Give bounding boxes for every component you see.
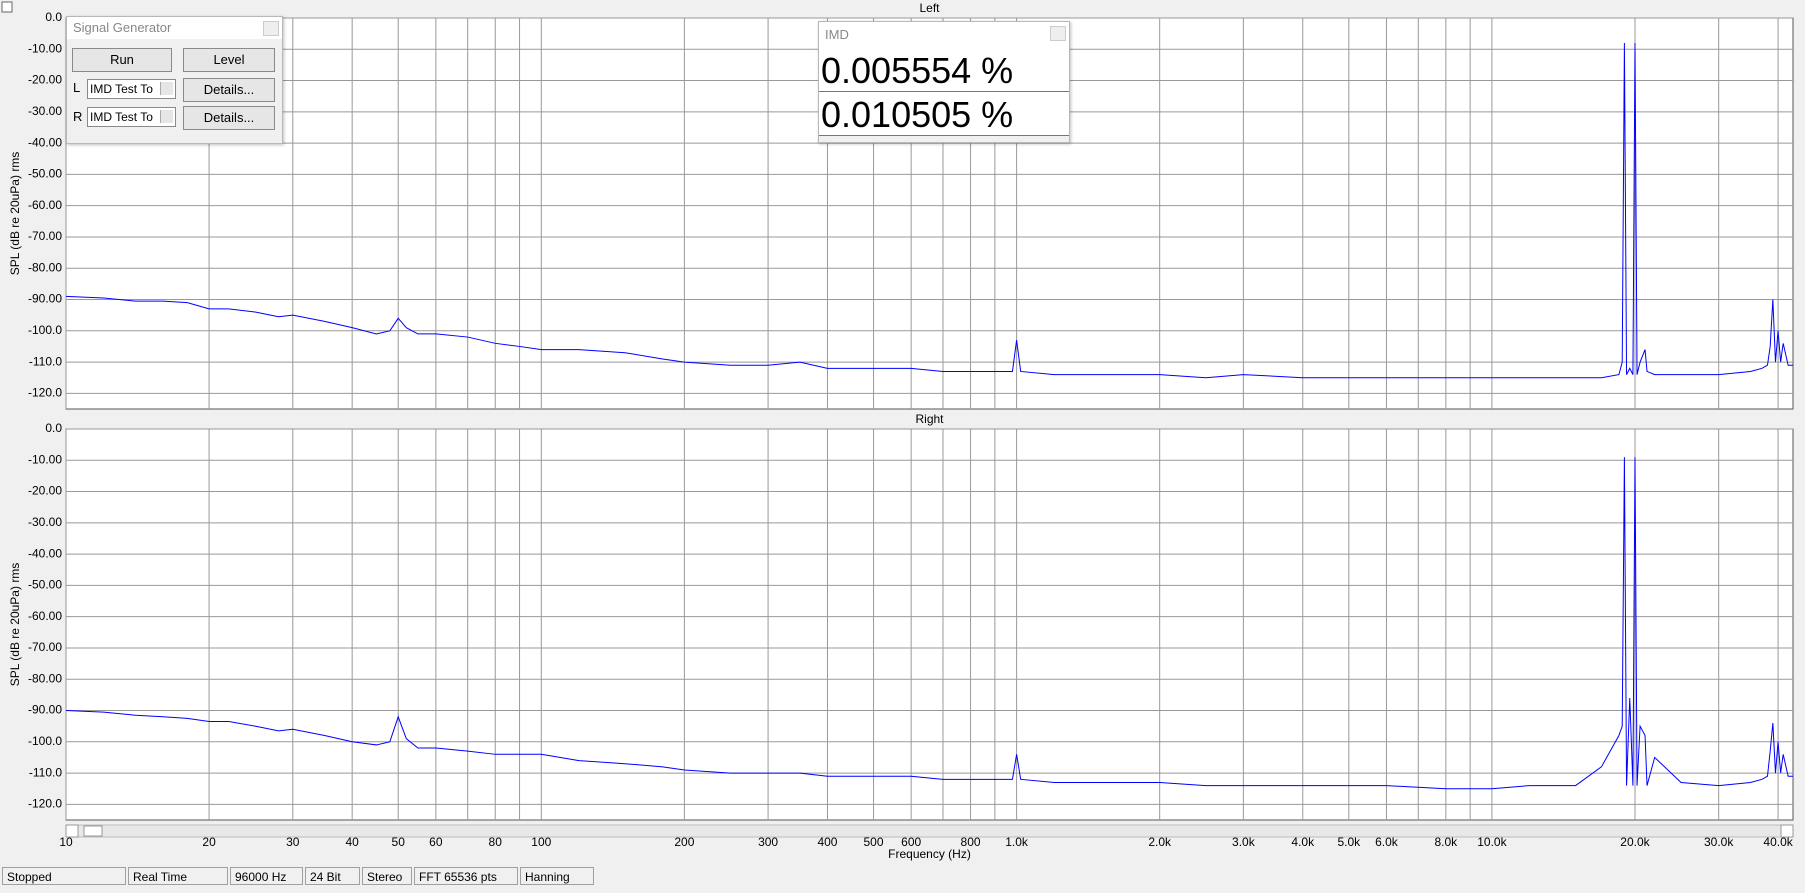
y-axis-label: SPL (dB re 20uPa) rms xyxy=(8,563,22,687)
y-tick-label: -10.00 xyxy=(28,452,62,466)
x-tick-label: 30.0k xyxy=(1704,835,1734,849)
x-tick-label: 40.0k xyxy=(1763,835,1793,849)
y-tick-label: -90.00 xyxy=(28,292,62,306)
details-button[interactable]: Details... xyxy=(183,106,275,130)
y-tick-label: -80.00 xyxy=(28,260,62,274)
x-tick-label: 10.0k xyxy=(1477,835,1507,849)
spectrum-line xyxy=(65,43,1793,379)
scroll-thumb[interactable] xyxy=(83,825,103,837)
y-tick-label: -110.0 xyxy=(29,354,62,368)
x-tick-label: 100 xyxy=(531,835,551,849)
chart-title: Right xyxy=(915,412,944,426)
x-tick-label: 5.0k xyxy=(1337,835,1361,849)
x-tick-label: 60 xyxy=(429,835,443,849)
x-tick-label: 500 xyxy=(864,835,884,849)
x-tick-label: 3.0k xyxy=(1232,835,1256,849)
status-field: 24 Bit xyxy=(305,867,360,885)
y-tick-label: -40.00 xyxy=(28,135,62,149)
window-icon[interactable] xyxy=(1,1,13,13)
plot-area xyxy=(65,428,1794,821)
status-field: FFT 65536 pts xyxy=(414,867,518,885)
y-tick-label: -60.00 xyxy=(28,609,62,623)
x-tick-label: 600 xyxy=(901,835,921,849)
x-tick-label: 400 xyxy=(817,835,837,849)
channel-label: L xyxy=(73,80,81,95)
x-tick-label: 30 xyxy=(286,835,300,849)
y-tick-label: 0.0 xyxy=(45,421,62,435)
x-tick-label: 6.0k xyxy=(1375,835,1399,849)
x-tick-label: 8.0k xyxy=(1435,835,1459,849)
panel-title-text: Signal Generator xyxy=(73,20,172,35)
y-tick-label: -40.00 xyxy=(28,546,62,560)
x-tick-label: 1.0k xyxy=(1005,835,1029,849)
status-field: Stopped xyxy=(2,867,126,885)
x-tick-label: 40 xyxy=(345,835,359,849)
status-field: Stereo xyxy=(362,867,412,885)
scrollbar[interactable] xyxy=(65,824,1794,838)
status-field: Hanning xyxy=(520,867,594,885)
status-field: Real Time xyxy=(128,867,228,885)
scroll-right[interactable] xyxy=(1780,824,1794,838)
x-tick-label: 800 xyxy=(961,835,981,849)
y-tick-label: -80.00 xyxy=(28,671,62,685)
y-tick-label: 0.0 xyxy=(45,10,62,24)
x-axis-label: Frequency (Hz) xyxy=(888,847,971,861)
x-tick-label: 20.0k xyxy=(1620,835,1650,849)
y-tick-label: -110.0 xyxy=(29,765,62,779)
y-tick-label: -120.0 xyxy=(28,797,62,811)
x-tick-label: 20 xyxy=(202,835,216,849)
waveform-select[interactable]: IMD Test To xyxy=(87,79,176,99)
run-button[interactable]: Run xyxy=(72,48,172,72)
y-tick-label: -100.0 xyxy=(28,323,62,337)
imd-reading: 0.005554 % xyxy=(819,48,1069,92)
x-tick-label: 80 xyxy=(489,835,503,849)
y-tick-label: -30.00 xyxy=(28,515,62,529)
close-button[interactable] xyxy=(1050,26,1066,41)
signal-generator-panel: Signal Generator Run Level L IMD Test To… xyxy=(66,16,283,144)
y-tick-label: -70.00 xyxy=(28,229,62,243)
y-tick-label: -10.00 xyxy=(28,41,62,55)
level-button[interactable]: Level xyxy=(183,48,275,72)
panel-title-text: IMD xyxy=(825,27,849,42)
y-tick-label: -20.00 xyxy=(28,73,62,87)
y-tick-label: -100.0 xyxy=(28,734,62,748)
y-axis-label: SPL (dB re 20uPa) rms xyxy=(8,152,22,276)
x-tick-label: 200 xyxy=(674,835,694,849)
scroll-left[interactable] xyxy=(65,824,79,838)
waveform-select[interactable]: IMD Test To xyxy=(87,107,176,127)
y-tick-label: -120.0 xyxy=(28,386,62,400)
x-tick-label: 300 xyxy=(758,835,778,849)
status-field: 96000 Hz xyxy=(230,867,303,885)
imd-panel: IMD 0.005554 % 0.010505 % xyxy=(818,21,1070,143)
panel-title: IMD xyxy=(819,22,1069,48)
channel-label: R xyxy=(73,109,83,124)
x-tick-label: 10 xyxy=(59,835,73,849)
y-tick-label: -90.00 xyxy=(28,703,62,717)
y-tick-label: -70.00 xyxy=(28,640,62,654)
y-tick-label: -50.00 xyxy=(28,167,62,181)
x-tick-label: 2.0k xyxy=(1148,835,1172,849)
y-tick-label: -30.00 xyxy=(28,104,62,118)
details-button[interactable]: Details... xyxy=(183,78,275,102)
spectrum-line xyxy=(65,457,1793,790)
imd-reading: 0.010505 % xyxy=(819,92,1069,136)
close-button[interactable] xyxy=(263,21,279,36)
y-tick-label: -20.00 xyxy=(28,484,62,498)
x-tick-label: 50 xyxy=(392,835,406,849)
x-tick-label: 4.0k xyxy=(1291,835,1315,849)
y-tick-label: -50.00 xyxy=(28,578,62,592)
y-tick-label: -60.00 xyxy=(28,198,62,212)
chart-title: Left xyxy=(919,1,940,15)
panel-title: Signal Generator xyxy=(67,17,282,39)
